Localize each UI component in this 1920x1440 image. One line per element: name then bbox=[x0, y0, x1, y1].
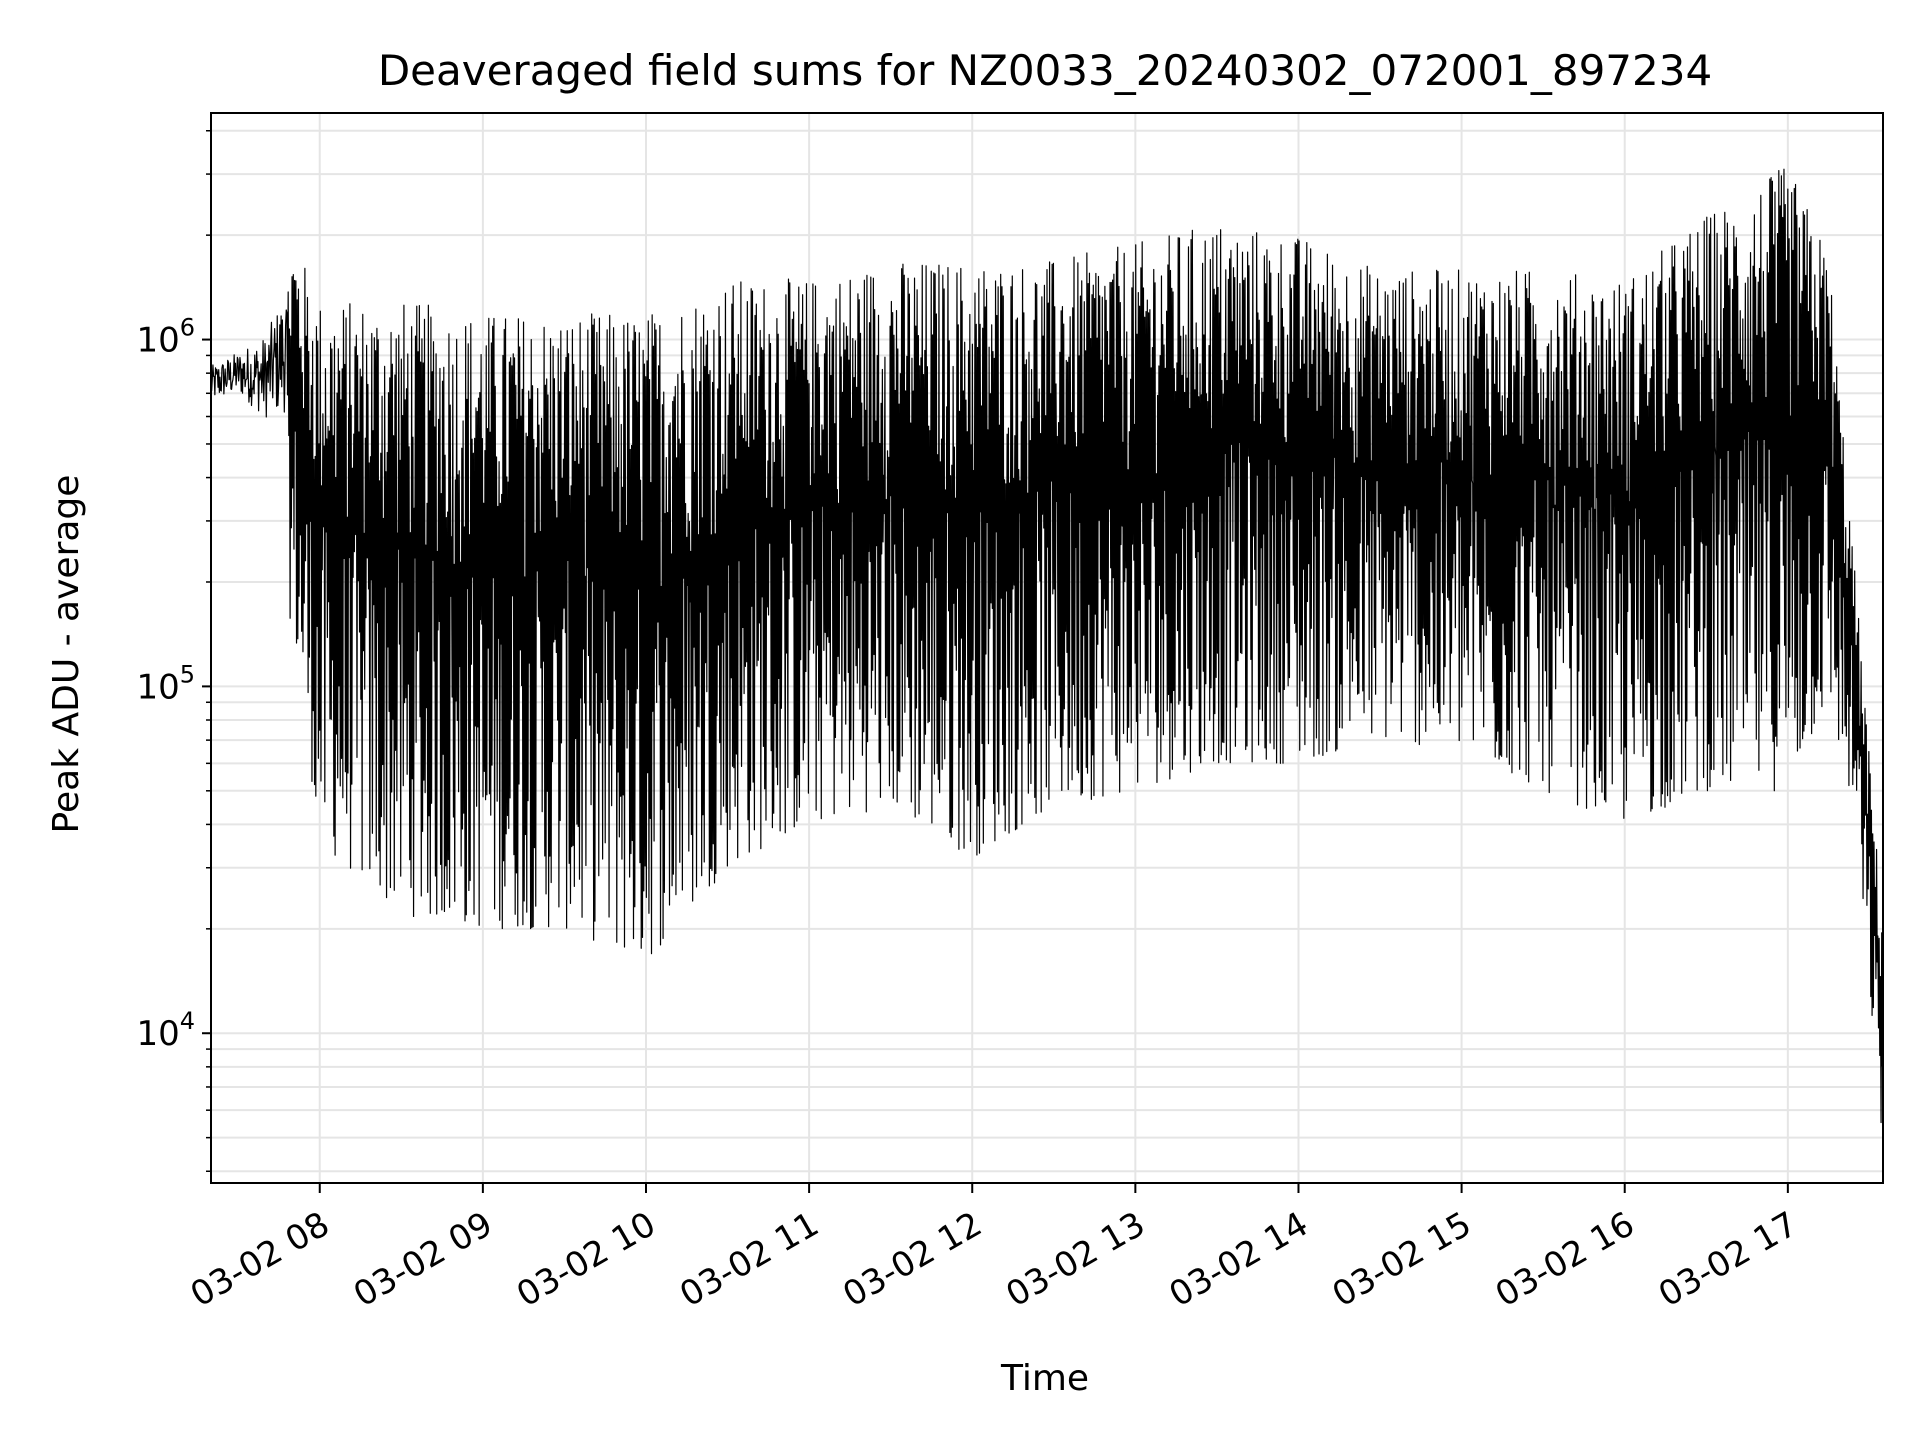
x-tick-label: 03-02 15 bbox=[1326, 1204, 1478, 1315]
x-tick-label: 03-02 12 bbox=[836, 1204, 988, 1315]
y-tick-base: 10 bbox=[136, 321, 179, 361]
x-tick-label: 03-02 14 bbox=[1163, 1204, 1315, 1315]
x-tick-label: 03-02 10 bbox=[510, 1204, 662, 1315]
chart-title: Deaveraged field sums for NZ0033_2024030… bbox=[378, 46, 1712, 95]
y-tick-base: 10 bbox=[136, 1014, 179, 1054]
y-tick-label: 104 bbox=[136, 1007, 195, 1054]
series-line bbox=[210, 168, 1884, 1124]
y-tick-exponent: 4 bbox=[180, 1007, 195, 1035]
x-axis-label: Time bbox=[1000, 1358, 1089, 1399]
x-tick-label: 03-02 09 bbox=[347, 1204, 499, 1315]
y-tick-label: 106 bbox=[136, 314, 195, 361]
y-tick-label: 105 bbox=[136, 660, 195, 707]
x-tick-label: 03-02 11 bbox=[673, 1204, 825, 1315]
x-tick-label: 03-02 08 bbox=[184, 1204, 336, 1315]
y-tick-exponent: 5 bbox=[180, 660, 195, 688]
data-series bbox=[210, 168, 1884, 1124]
plot-frame bbox=[210, 112, 1884, 1184]
y-tick-base: 10 bbox=[136, 667, 179, 707]
y-axis-label: Peak ADU - average bbox=[46, 475, 87, 834]
x-tick-label: 03-02 17 bbox=[1652, 1204, 1804, 1315]
x-tick-label: 03-02 13 bbox=[999, 1204, 1151, 1315]
y-tick-exponent: 6 bbox=[180, 314, 195, 342]
x-tick-label: 03-02 16 bbox=[1489, 1204, 1641, 1315]
